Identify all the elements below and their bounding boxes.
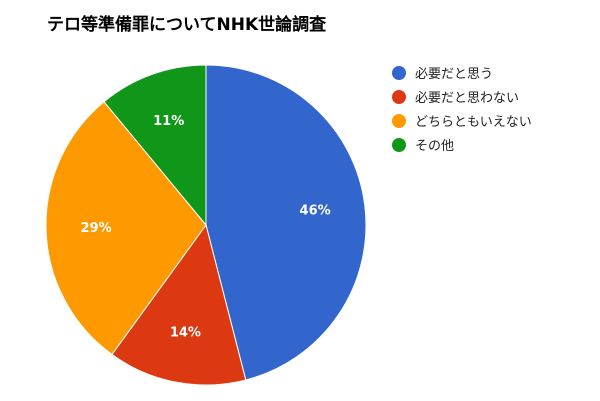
legend-item-1[interactable]: 必要だと思う [392, 63, 532, 82]
slice-label-4: 11% [153, 114, 184, 129]
chart-title: テロ等準備罪についてNHK世論調査 [47, 15, 327, 35]
legend-label: 必要だと思う [415, 67, 494, 82]
legend-label: その他 [415, 139, 455, 154]
pie-slice-3[interactable] [45, 101, 207, 356]
legend-item-4[interactable]: その他 [392, 135, 532, 154]
legend-item-3[interactable]: どちらともいえない [392, 111, 532, 130]
legend-label: 必要だと思わない [415, 91, 520, 106]
slice-labels: 46% 14% 29% 11% [81, 114, 331, 341]
pie-slice-4[interactable] [103, 64, 207, 227]
pie-slice-1[interactable] [205, 64, 367, 381]
slice-label-3: 29% [81, 221, 112, 236]
slice-label-1: 46% [300, 204, 331, 219]
pie-slices [45, 64, 367, 386]
legend: 必要だと思う必要だと思わない どちらともいえない その他 [392, 63, 532, 159]
legend-item-2[interactable]: 必要だと思わない [392, 87, 532, 106]
slice-label-2: 14% [170, 326, 201, 341]
pie-slice-2[interactable] [111, 223, 247, 386]
legend-swatch [392, 89, 406, 104]
legend-swatch [392, 65, 406, 80]
legend-label: どちらともいえない [415, 115, 532, 130]
legend-swatch [392, 113, 406, 128]
legend-swatch [392, 137, 406, 152]
